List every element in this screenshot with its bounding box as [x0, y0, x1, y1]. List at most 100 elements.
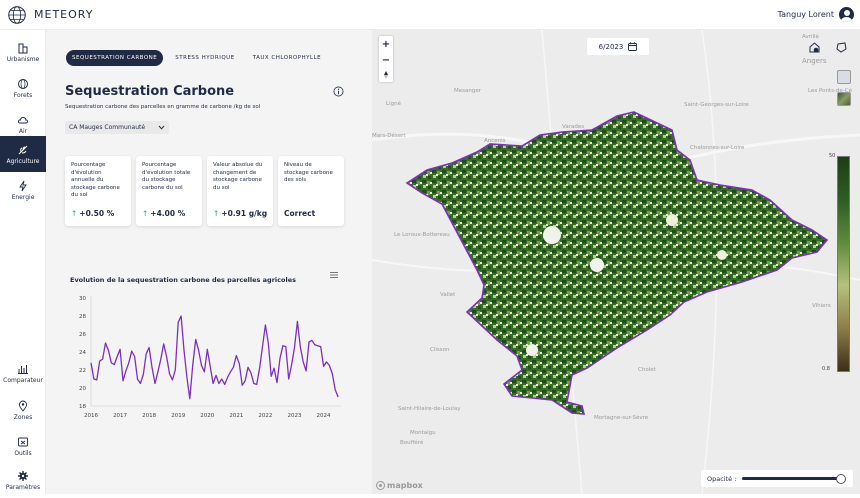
- region-select[interactable]: CA Mauges Communauté: [65, 121, 169, 134]
- info-icon[interactable]: [333, 86, 344, 97]
- map-place-label: Ligné: [386, 101, 401, 107]
- map-place-label: Avrillé: [802, 34, 819, 40]
- kpi-label: Pourcentage d'évolution totale du stocka…: [142, 162, 191, 191]
- bar-chart-icon: [18, 364, 28, 374]
- x-tick-label: 2016: [84, 413, 98, 419]
- sidebar-item-parametres[interactable]: Paramètres: [0, 462, 46, 498]
- kpi-card-annual-evolution: Pourcentage d'évolution annuelle du stoc…: [65, 156, 131, 226]
- kpi-card-total-evolution: Pourcentage d'évolution totale du stocka…: [136, 156, 202, 226]
- tab-sequestration-carbone[interactable]: SEQUESTRATION CARBONE: [66, 50, 164, 66]
- map-place-label: Vallet: [440, 292, 456, 298]
- tools-icon: [18, 437, 28, 446]
- basemap-light-thumbnail[interactable]: [837, 70, 851, 84]
- color-scale-legend: [837, 156, 850, 372]
- zoom-in-button[interactable]: +: [381, 38, 391, 50]
- map-place-label: Saint-Georges-sur-Loire: [684, 102, 749, 108]
- map-place-label: Les Ponts-de-Cé: [808, 88, 853, 94]
- home-pin-icon: [809, 41, 819, 52]
- sidebar-item-label: Agriculture: [6, 157, 40, 165]
- kpi-label: Pourcentage d'évolution annuelle du stoc…: [71, 162, 120, 198]
- user-menu[interactable]: Tanguy Lorent: [778, 7, 854, 22]
- location-home-button[interactable]: [806, 39, 822, 55]
- map-place-label: Mortagne-sur-Sèvre: [594, 415, 649, 421]
- x-tick-label: 2022: [258, 413, 272, 419]
- sidebar-item-label: Urbanisme: [6, 55, 40, 63]
- sidebar-item-agriculture[interactable]: Agriculture: [0, 136, 46, 172]
- sidebar-item-label: Outils: [14, 449, 32, 457]
- building-icon: [18, 43, 28, 53]
- analysis-panel: SEQUESTRATION CARBONE STRESS HYDRIQUE TA…: [46, 30, 372, 494]
- x-tick-label: 2018: [142, 413, 156, 419]
- kpi-value: ↑ +4.00 %: [142, 209, 186, 218]
- zoom-out-button[interactable]: −: [381, 54, 391, 66]
- opacity-slider-thumb[interactable]: [836, 473, 847, 484]
- map-place-label: Ancenis: [484, 138, 506, 144]
- map-place-label: Chalonnes-sur-Loire: [690, 145, 745, 151]
- brand-name: METEORY: [34, 8, 94, 21]
- mapbox-attribution: mapbox: [387, 481, 423, 490]
- cloud-icon: [17, 116, 29, 123]
- map-view[interactable]: Avrillé Angers Les Ponts-de-Cé Mesanger …: [372, 30, 860, 494]
- x-tick-label: 2023: [287, 413, 301, 419]
- chevron-down-icon: [158, 125, 165, 130]
- tab-stress-hydrique[interactable]: STRESS HYDRIQUE: [175, 55, 235, 61]
- kpi-card-absolute-change: Valeur absolue du changement de stockage…: [207, 156, 273, 226]
- x-tick-label: 2020: [200, 413, 214, 419]
- sidebar-item-zones[interactable]: Zones: [0, 392, 46, 428]
- zoom-controls: + −: [379, 36, 393, 82]
- compass-icon[interactable]: [383, 71, 389, 80]
- user-avatar-icon[interactable]: [839, 7, 854, 22]
- sidebar-item-energie[interactable]: Energie: [0, 172, 46, 208]
- brand[interactable]: METEORY: [6, 4, 93, 26]
- y-tick-label: 30: [79, 296, 86, 302]
- y-tick-label: 18: [79, 404, 86, 410]
- map-place-label: Cholet: [638, 367, 656, 373]
- y-tick-label: 22: [79, 368, 86, 374]
- map-draw-button[interactable]: [833, 39, 849, 55]
- indicator-tabs: SEQUESTRATION CARBONE STRESS HYDRIQUE TA…: [66, 50, 327, 66]
- polygon-icon: [835, 41, 847, 53]
- arrow-up-icon: ↑: [142, 209, 149, 218]
- mapbox-logo[interactable]: mapbox: [376, 481, 423, 490]
- page-subtitle: Sequestration carbone des parcelles en g…: [65, 104, 261, 110]
- basemap-satellite-thumbnail[interactable]: [837, 92, 851, 106]
- region-outline: [405, 111, 829, 415]
- pin-icon: [18, 400, 28, 412]
- sidebar-item-forets[interactable]: Forets: [0, 70, 46, 106]
- x-tick-label: 2017: [113, 413, 127, 419]
- x-tick-label: 2019: [171, 413, 185, 419]
- lightning-icon: [19, 180, 27, 191]
- sidebar-item-label: Energie: [11, 193, 35, 201]
- sidebar: Urbanisme Forets Air Agriculture Energie…: [0, 30, 46, 494]
- sidebar-item-label: Paramètres: [5, 483, 41, 491]
- menu-icon[interactable]: [330, 272, 338, 278]
- sidebar-item-label: Air: [18, 127, 28, 135]
- x-tick-label: 2024: [317, 413, 331, 419]
- map-place-label: Le Loroux-Bottereau: [394, 232, 450, 238]
- series-line: [90, 315, 339, 400]
- opacity-label: Opacité :: [707, 474, 737, 483]
- kpi-label: Niveau de stockage carbone des sols: [284, 162, 333, 183]
- user-name: Tanguy Lorent: [777, 10, 834, 19]
- sidebar-item-label: Forets: [13, 91, 33, 99]
- sidebar-item-comparateur[interactable]: Comparateur: [0, 355, 46, 391]
- map-canvas[interactable]: [372, 30, 860, 494]
- map-place-label: Mars-Désert: [372, 133, 406, 139]
- sidebar-item-air[interactable]: Air: [0, 106, 46, 142]
- y-tick-label: 24: [79, 350, 86, 356]
- date-picker[interactable]: 6/2023: [587, 38, 649, 55]
- opacity-slider[interactable]: [742, 473, 847, 484]
- sidebar-item-urbanisme[interactable]: Urbanisme: [0, 34, 46, 70]
- legend-max-label: 50: [829, 153, 836, 159]
- arrow-up-icon: ↑: [213, 209, 220, 218]
- mapbox-icon: [376, 481, 385, 490]
- top-bar: METEORY Tanguy Lorent: [0, 0, 860, 30]
- map-place-label: Angers: [802, 57, 827, 65]
- sidebar-item-outils[interactable]: Outils: [0, 428, 46, 464]
- chart-title: Evolution de la sequestration carbone de…: [70, 276, 296, 284]
- tab-taux-chlorophylle[interactable]: TAUX CHLOROPHYLLE: [252, 55, 322, 61]
- globe-logo-icon: [8, 5, 26, 24]
- sequestration-chart-card: Evolution de la sequestration carbone de…: [65, 262, 347, 430]
- sidebar-item-label: Zones: [13, 413, 33, 421]
- opacity-control: Opacité :: [701, 470, 853, 487]
